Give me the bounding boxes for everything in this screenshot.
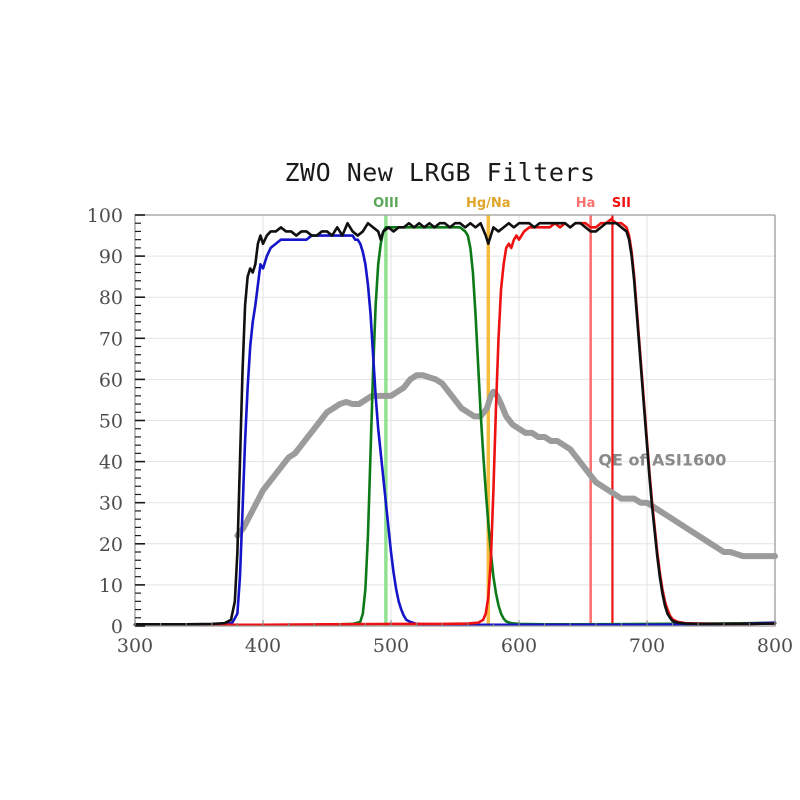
y-tick-label: 40 (99, 452, 123, 474)
series-blue (133, 234, 777, 627)
inline-label-layer: QE of ASI1600 (598, 451, 726, 470)
x-tick-label: 700 (629, 635, 665, 657)
y-tick-label: 100 (87, 205, 123, 227)
x-tick-label: 600 (501, 635, 537, 657)
x-tick-label: 800 (757, 635, 793, 657)
y-tick-label: 50 (99, 411, 123, 433)
tick-label-layer: 0 10 20 30 40 50 60 70 80 90 100 300 400 500 600 700 800 (87, 205, 793, 657)
y-tick-label: 30 (99, 493, 123, 515)
y-tick-label: 90 (99, 246, 123, 268)
spectral-transmission-chart: 0 10 20 30 40 50 60 70 80 90 100 300 400 500 600 700 800… (40, 16, 800, 800)
x-tick-label: 400 (245, 635, 281, 657)
annotation-label-layer: OIII Hg/Na Ha SII (373, 196, 631, 211)
y-tick-label: 20 (99, 534, 123, 556)
y-tick-label: 10 (99, 575, 123, 597)
chart-background (40, 16, 800, 800)
y-tick-label: 0 (111, 616, 123, 638)
y-tick-label: 70 (99, 328, 123, 350)
y-tick-label: 80 (99, 287, 123, 309)
annotation-label-sii: SII (612, 196, 631, 211)
annotation-label-ha: Ha (576, 196, 596, 211)
chart-canvas: 0 10 20 30 40 50 60 70 80 90 100 300 400 500 600 700 800… (40, 16, 800, 800)
y-tick-label: 60 (99, 369, 123, 391)
annotation-marker-lines (384, 215, 614, 626)
x-tick-label: 500 (373, 635, 409, 657)
series-green (133, 226, 777, 627)
annotation-label-hgna: Hg/Na (466, 196, 511, 211)
axis-layer (134, 214, 776, 627)
qe-curve-label: QE of ASI1600 (598, 451, 726, 470)
series-layer (133, 217, 778, 627)
series-luminance (133, 221, 777, 626)
x-tick-label: 300 (117, 635, 153, 657)
annotation-label-oiii: OIII (373, 196, 399, 211)
chart-title: ZWO New LRGB Filters (284, 158, 595, 187)
